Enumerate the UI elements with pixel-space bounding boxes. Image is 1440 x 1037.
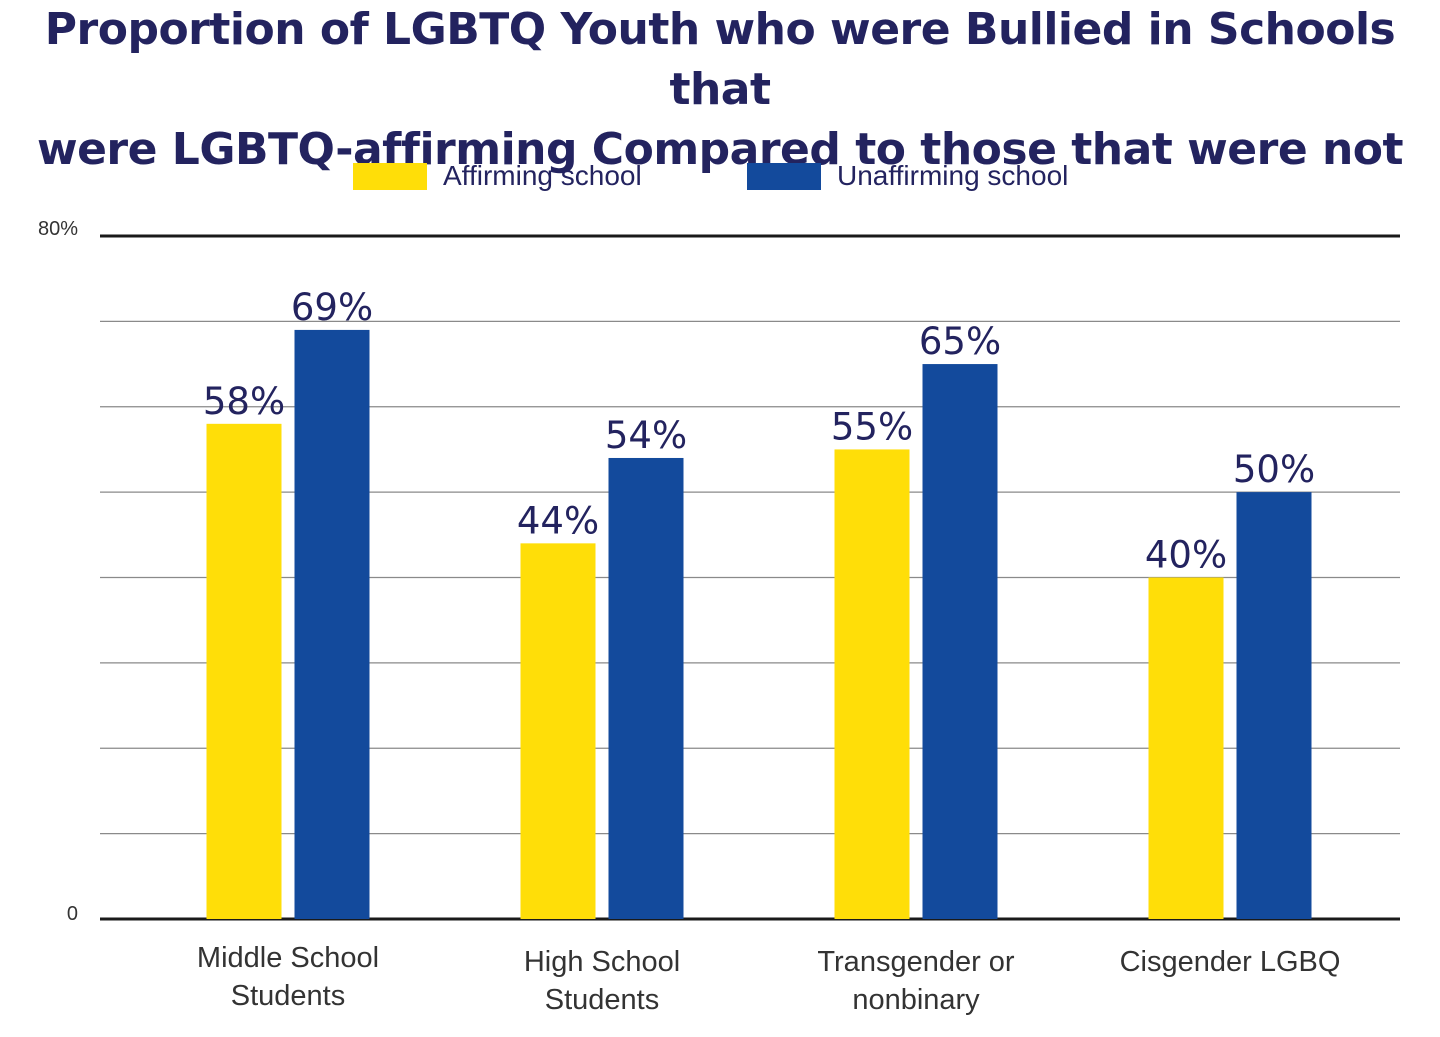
category-label-line: Cisgender LGBQ [1119, 946, 1341, 978]
value-label-unaffirming-0: 69% [291, 286, 373, 329]
legend-item-unaffirming: Unaffirming school [747, 156, 1068, 196]
category-label-line: Students [230, 980, 346, 1012]
value-label-unaffirming-1: 54% [605, 414, 687, 457]
chart-title-line-1: Proportion of LGBTQ Youth who were Bulli… [44, 4, 1396, 115]
y-tick-label-min: 0 [67, 903, 78, 925]
value-label-unaffirming-2: 65% [919, 320, 1001, 363]
legend-swatch-unaffirming [747, 162, 821, 190]
category-label-line: High School [523, 946, 681, 978]
value-label-affirming-2: 55% [831, 405, 913, 448]
bar-unaffirming-3 [1236, 492, 1312, 919]
bar-affirming-3 [1148, 577, 1224, 919]
category-label-line: Middle School [196, 942, 380, 974]
chart-title: Proportion of LGBTQ Youth who were Bulli… [0, 0, 1440, 180]
value-label-unaffirming-3: 50% [1233, 448, 1315, 491]
category-label-line: nonbinary [852, 984, 980, 1016]
y-tick-label-max: 80% [38, 218, 78, 240]
bar-affirming-1 [520, 543, 596, 919]
value-label-affirming-3: 40% [1145, 534, 1227, 577]
category-label-line: Transgender or [817, 946, 1015, 978]
bar-unaffirming-1 [608, 457, 684, 919]
legend: Affirming school Unaffirming school [0, 156, 1440, 196]
legend-label-unaffirming: Unaffirming school [837, 160, 1069, 191]
category-label-3: Cisgender LGBQ [1080, 943, 1380, 981]
chart-title-line-2: were LGBTQ-affirming Compared to those t… [36, 124, 1404, 175]
bar-affirming-0 [206, 423, 282, 919]
value-label-affirming-0: 58% [203, 380, 285, 423]
category-label-2: Transgender or nonbinary [766, 943, 1066, 1019]
legend-label-affirming: Affirming school [443, 160, 642, 191]
bar-unaffirming-2 [922, 364, 998, 919]
bar-affirming-2 [834, 449, 910, 919]
bars [206, 329, 1312, 920]
legend-swatch-affirming [353, 162, 427, 190]
value-labels: 58% 44% 55% 40% 69% 54% 65% 50% [203, 286, 1315, 577]
value-label-affirming-1: 44% [517, 499, 599, 542]
category-label-1: High School Students [452, 943, 752, 1019]
bar-unaffirming-0 [294, 329, 370, 920]
legend-item-affirming: Affirming school [353, 156, 642, 196]
category-label-line: Students [544, 984, 660, 1016]
category-label-0: Middle School Students [138, 939, 438, 1015]
